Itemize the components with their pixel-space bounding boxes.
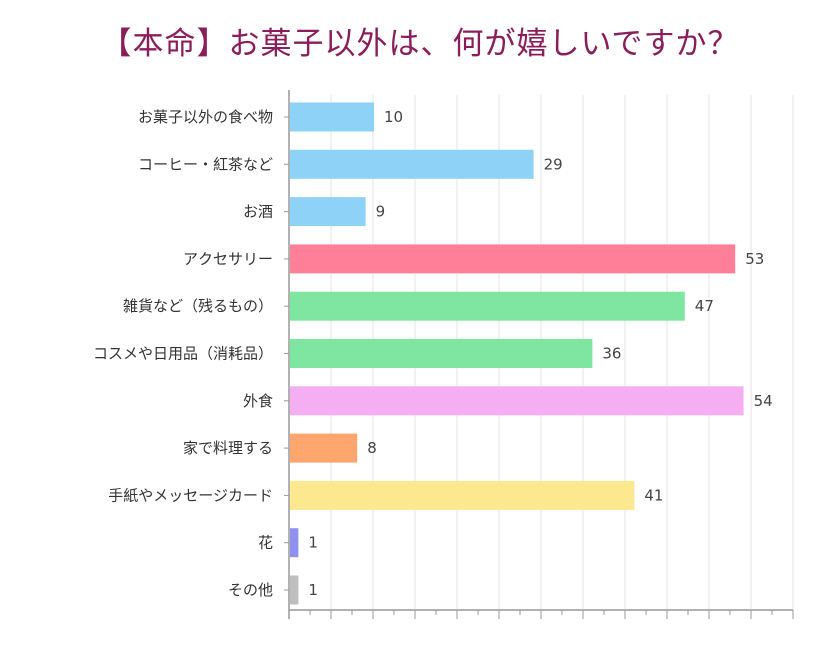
category-label: お酒 [243,203,273,221]
data-label: 8 [367,439,377,457]
category-label: コスメや日用品（消耗品） [93,345,273,363]
data-label: 53 [745,250,764,268]
category-label: アクセサリー [183,250,273,268]
category-label: その他 [228,581,273,599]
category-label: 家で料理する [183,439,273,457]
category-label: コーヒー・紅茶など [138,155,273,173]
bar [290,149,534,179]
data-label: 41 [644,486,663,504]
data-label: 54 [754,392,773,410]
data-label: 9 [376,203,386,221]
category-label: 花 [258,534,273,552]
bar [290,244,736,274]
bar [290,433,358,463]
data-label: 1 [308,581,318,599]
chart-title: 【本命】お菓子以外は、何が嬉しいですか？ [100,26,740,62]
category-label: 手紙やメッセージカード [108,486,273,504]
data-label: 29 [544,155,563,173]
bar [290,102,374,132]
bar [290,386,744,416]
data-label: 36 [602,345,621,363]
data-label: 47 [695,297,714,315]
bar [290,291,685,321]
category-label: お菓子以外の食べ物 [138,108,273,126]
data-label: 10 [384,108,403,126]
category-label: 雑貨など（残るもの） [123,297,273,315]
bar [290,339,593,368]
bar [290,575,299,605]
bar [290,528,299,558]
bar [290,480,635,510]
data-label: 1 [308,534,318,552]
bar [290,197,366,227]
category-label: 外食 [243,392,273,410]
